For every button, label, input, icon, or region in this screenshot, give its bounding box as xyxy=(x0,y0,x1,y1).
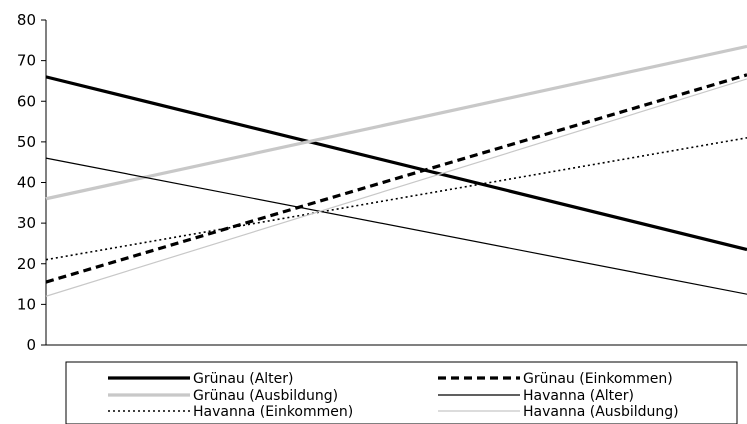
legend: Grünau (Alter) Grünau (Einkommen) Grünau (… xyxy=(65,361,738,424)
axes: 0 10 20 30 40 50 60 70 80 xyxy=(17,11,747,354)
series-line-3 xyxy=(45,44,747,201)
y-tick-label: 30 xyxy=(17,214,36,232)
series-line-1 xyxy=(45,75,747,252)
legend-label-6: Havanna (Ausbildung) xyxy=(523,404,679,420)
series-line-4 xyxy=(45,157,747,295)
series-line-6 xyxy=(45,78,747,297)
y-tick-label: 60 xyxy=(17,92,36,110)
y-tick-label: 80 xyxy=(17,11,36,29)
legend-box xyxy=(65,361,738,424)
legend-label-2: Grünau (Einkommen) xyxy=(523,371,673,387)
legend-label-3: Grünau (Ausbildung) xyxy=(193,388,338,404)
series-line-5 xyxy=(45,137,747,261)
y-tick-label: 50 xyxy=(17,133,36,151)
y-tick-label: 0 xyxy=(26,336,36,354)
legend-label-1: Grünau (Alter) xyxy=(193,371,294,387)
y-tick-label: 10 xyxy=(17,295,36,313)
y-tick-label: 20 xyxy=(17,255,36,273)
y-tick-label: 40 xyxy=(17,174,36,192)
series-line-2 xyxy=(45,73,747,284)
legend-label-4: Havanna (Alter) xyxy=(523,388,634,404)
legend-label-5: Havanna (Einkommen) xyxy=(193,404,353,420)
series-layer xyxy=(45,44,747,297)
y-tick-label: 70 xyxy=(17,52,36,70)
